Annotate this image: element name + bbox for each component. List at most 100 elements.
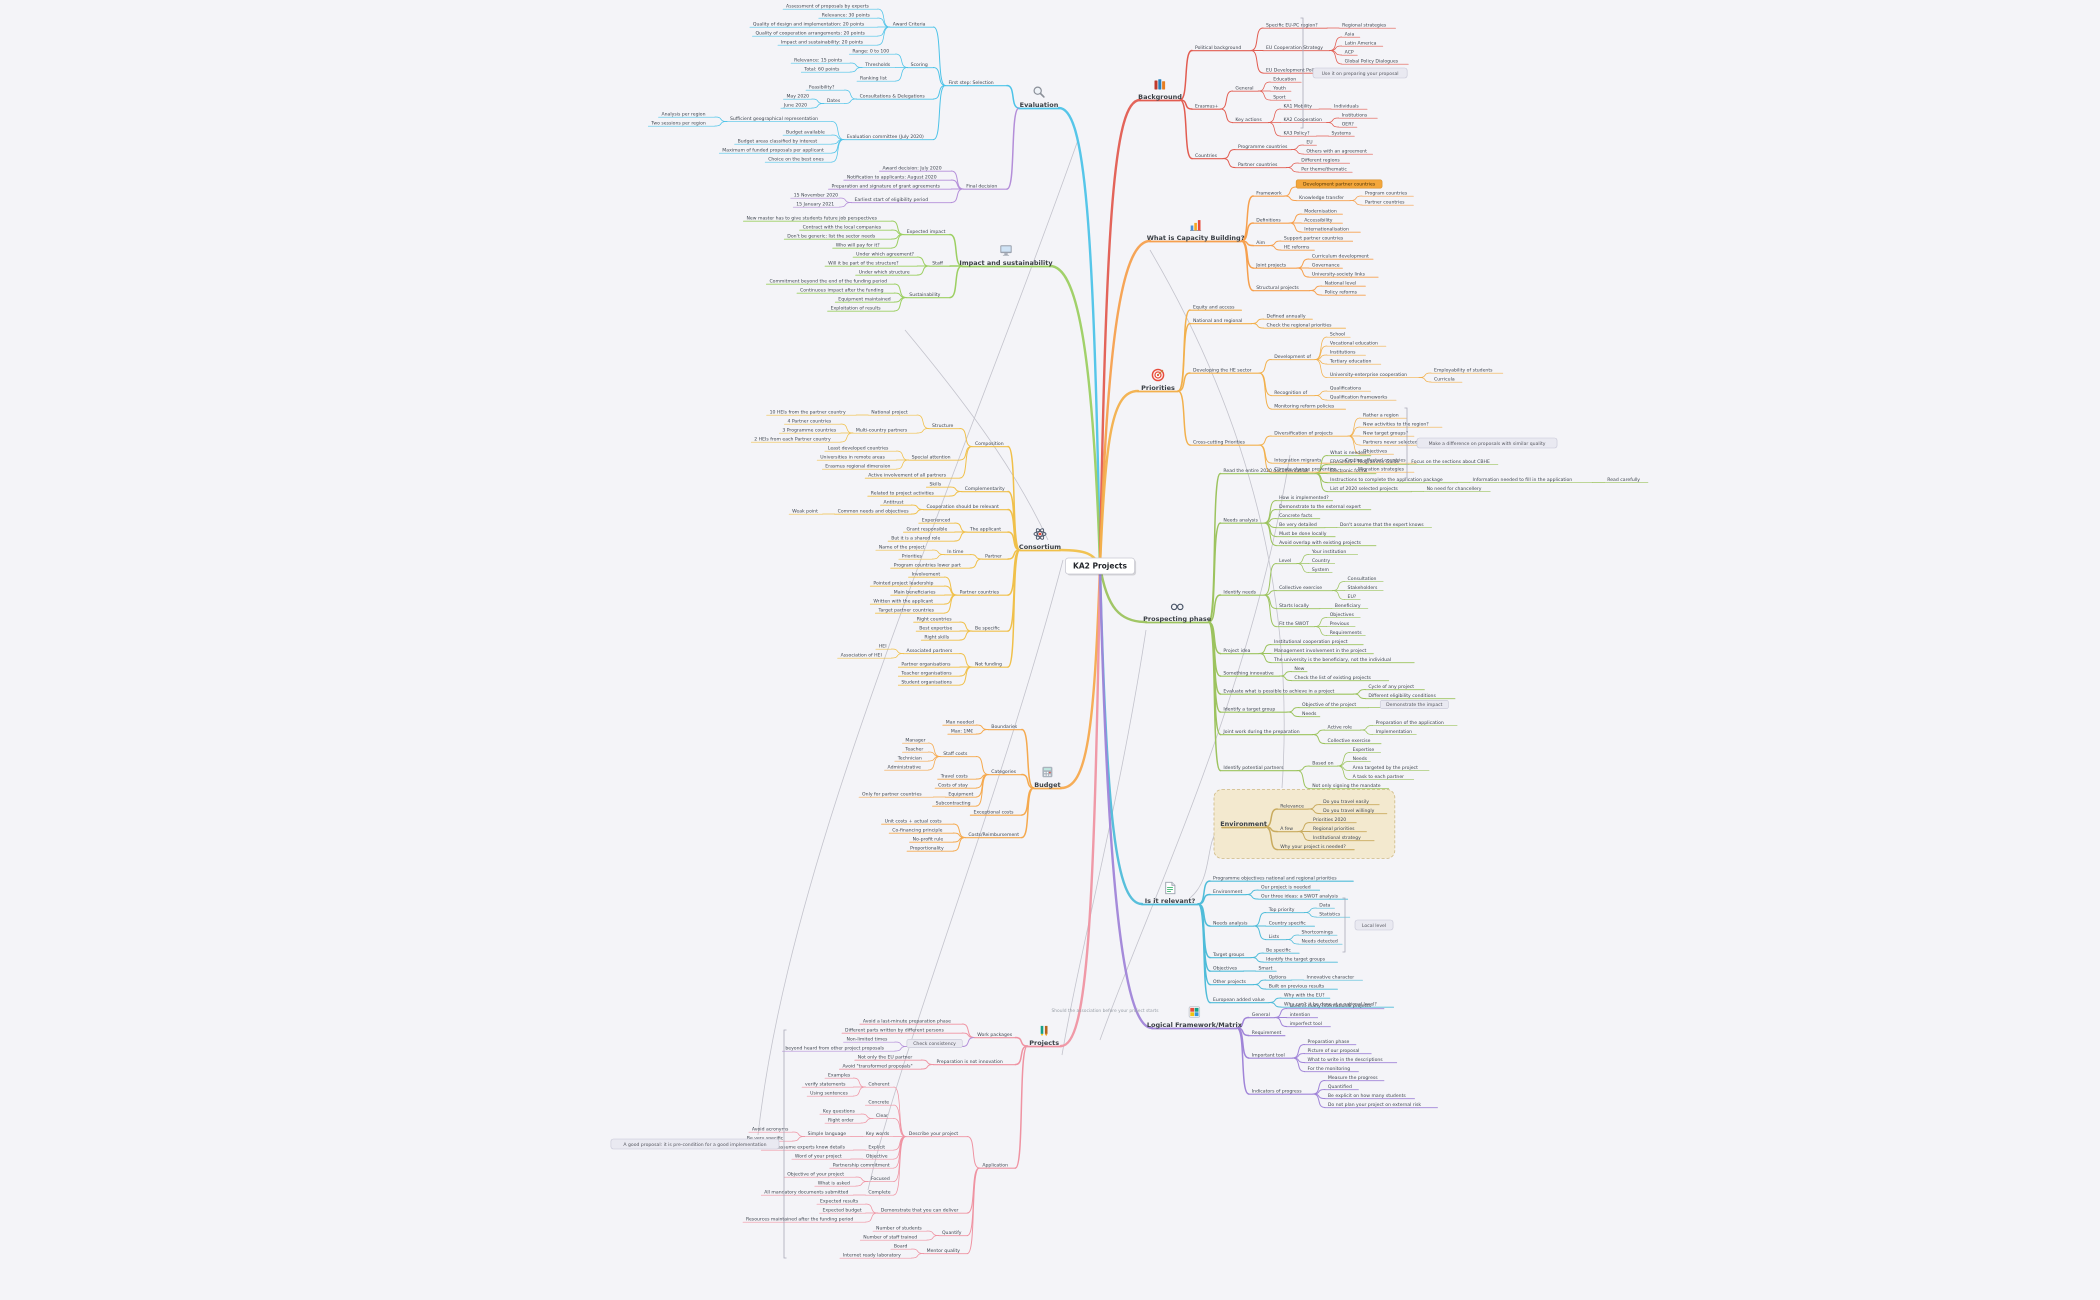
topic-node[interactable]: Identify potential partners [1219,765,1298,772]
topic-node[interactable]: Quality of cooperation arrangements: 20 … [752,31,879,37]
topic-node[interactable]: Do you travel willingly [1319,808,1388,814]
topic-node[interactable]: Examples [824,1073,854,1079]
topic-node[interactable]: National level [1321,281,1366,287]
topic-node[interactable]: HEI [875,644,892,650]
branch-topic[interactable]: Logical Framework/Matrix [1147,1006,1243,1030]
topic-node[interactable]: Something innovative [1219,671,1281,677]
topic-node[interactable]: Different parts written by different per… [841,1028,963,1034]
topic-node[interactable]: Exploitation of results [827,306,895,312]
topic-node[interactable]: Max needed [942,720,977,726]
topic-node[interactable]: Cross-cutting Priorities [1189,440,1260,446]
topic-node[interactable]: Accessibility [1300,218,1343,224]
topic-node[interactable]: Previous [1326,621,1356,627]
topic-node[interactable]: Boundaries [987,724,1023,731]
topic-node[interactable]: Award decision: July 2020 [879,166,952,172]
topic-node[interactable]: Involvement [908,572,946,578]
topic-node[interactable]: Be very detailed [1275,522,1326,528]
topic-node[interactable]: New target groups? [1359,431,1415,437]
topic-node[interactable]: Collective exercise [1275,585,1334,591]
topic-node[interactable]: Cycle of any project [1364,684,1425,690]
topic-node[interactable]: Focused [867,1176,895,1182]
topic-node[interactable]: Be specific [1262,948,1300,954]
topic-node[interactable]: Priorities [898,554,933,560]
topic-node[interactable]: Vocational education [1326,341,1387,347]
topic-node[interactable]: Options [1265,975,1293,981]
topic-node[interactable]: Measure the progress [1324,1075,1385,1081]
topic-node[interactable]: Related to project activities [867,491,951,497]
topic-node[interactable]: Identify a target group [1219,707,1288,713]
topic-node[interactable]: Budget available [782,130,833,136]
topic-node[interactable]: Curricula [1430,377,1463,383]
topic-node[interactable]: No need for chancellery [1423,486,1491,492]
topic-node[interactable]: EU [1303,140,1317,146]
topic-node[interactable]: Resources maintained after the funding p… [742,1217,867,1223]
topic-node[interactable]: Choice on the best ones [764,157,833,163]
topic-node[interactable]: Teacher [902,747,929,753]
topic-node[interactable]: June 2020 [780,103,813,109]
topic-node[interactable]: Teacher organisations [897,671,961,677]
topic-node[interactable]: Erasmus regional dimension [821,464,897,470]
central-topic[interactable]: KA2 Projects [1065,557,1137,576]
topic-node[interactable]: Max: 1M€ [947,729,977,735]
topic-node[interactable]: Monitoring reform policies [1270,404,1346,410]
topic-node[interactable]: Associated partners [903,648,961,654]
topic-node[interactable]: Development of [1270,354,1316,360]
branch-topic[interactable]: Consortium [1019,528,1061,552]
topic-node[interactable]: Do you travel easily [1319,799,1380,805]
topic-node[interactable]: Preparation of the application [1372,720,1458,726]
topic-node[interactable]: New master has to give students future j… [743,216,893,222]
topic-node[interactable]: Partner countries [1234,162,1287,168]
branch-topic[interactable]: Budget [1032,766,1062,790]
topic-node[interactable]: Composition [971,441,1009,448]
topic-node[interactable]: Migration strategies [1354,467,1415,473]
topic-node[interactable]: Evaluation committee (July 2020) [843,134,934,140]
summary-label[interactable]: Make a difference on proposals with simi… [1416,437,1558,449]
topic-node[interactable]: May 2020 [783,94,813,100]
topic-node[interactable]: Board [890,1244,913,1250]
topic-node[interactable]: Analysis per region [658,112,716,118]
topic-node[interactable]: Name of the project [875,545,933,551]
topic-node[interactable]: Picture of our proposal [1304,1048,1372,1054]
topic-node[interactable]: Final decision [962,184,1008,190]
topic-node[interactable]: Association of HEI [837,653,892,659]
topic-node[interactable]: Right skills [920,635,961,641]
topic-node[interactable]: Key actions [1231,117,1269,123]
topic-node[interactable]: Who will pay for it? [832,243,893,249]
topic-node[interactable]: Sport [1269,95,1292,101]
topic-node[interactable]: Requirement [1248,1030,1286,1037]
topic-node[interactable]: Will it be part of the structure? [824,261,918,267]
topic-node[interactable]: Institutions [1326,350,1366,356]
topic-node[interactable]: Multi-country partners [852,428,918,434]
topic-node[interactable]: Special attention [908,455,961,461]
topic-node[interactable]: The university is the beneficiary, not t… [1270,657,1415,663]
branch-topic[interactable]: Is it relevant? [1141,881,1199,906]
topic-node[interactable]: Relevance: 30 points [818,13,879,19]
topic-node[interactable]: Area targeted by the project [1349,765,1430,771]
topic-node[interactable]: Equity and access [1189,305,1242,311]
topic-node[interactable]: Be specific [971,626,1009,632]
topic-node[interactable]: Erasmus+ [1191,104,1222,110]
topic-node[interactable]: Shortcomings [1298,930,1338,936]
branch-topic[interactable]: Priorities [1137,368,1179,393]
topic-node[interactable]: Two sessions per region [647,121,716,127]
topic-node[interactable]: Countries [1191,153,1224,160]
topic-node[interactable]: What is needed [1326,450,1372,456]
topic-node[interactable]: Focus on the sections about CBHE [1407,459,1499,465]
topic-node[interactable]: New activities to the region? [1359,422,1443,428]
topic-node[interactable]: New [1290,666,1308,672]
topic-node[interactable]: Check the regional priorities [1263,323,1346,329]
topic-node[interactable]: Expertise [1349,747,1381,753]
topic-node[interactable]: EU Cooperation Strategy [1262,45,1331,51]
topic-node[interactable]: Co-financing principle [888,828,954,834]
topic-node[interactable]: Partner countries [1361,200,1414,206]
topic-node[interactable]: System [1308,567,1333,573]
topic-node[interactable]: Consultation [1344,576,1384,582]
topic-node[interactable]: Preparation phase [1304,1039,1357,1045]
topic-node[interactable]: Don't assume that the expert knows [1336,522,1432,528]
topic-node[interactable]: What is asked [814,1181,857,1187]
topic-node[interactable]: Notification to applicants: August 2020 [843,175,952,181]
topic-node[interactable]: Not funding [971,662,1009,668]
topic-node[interactable]: Needs [1298,711,1321,717]
topic-node[interactable]: National project [867,410,918,416]
topic-node[interactable]: Mentor quality [923,1248,968,1254]
